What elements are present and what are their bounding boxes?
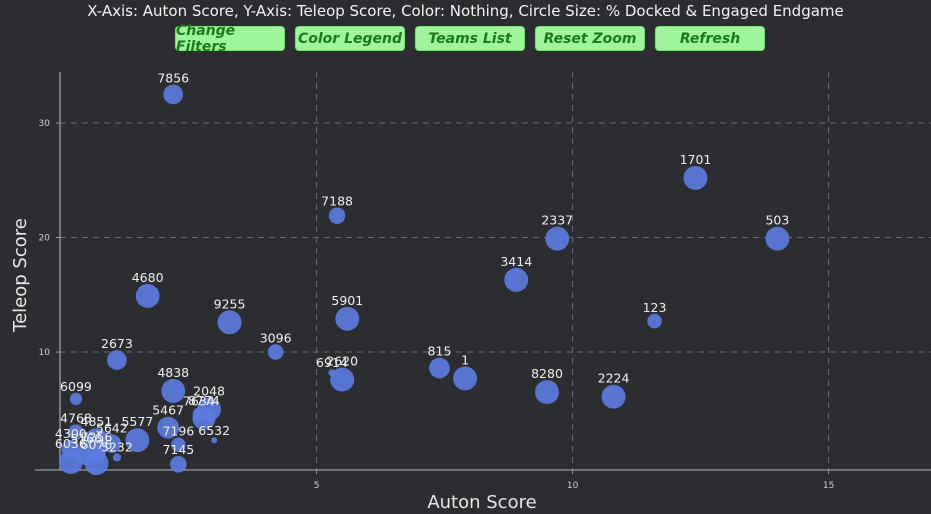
point-label-2337: 2337 xyxy=(541,213,573,228)
point-label-2224: 2224 xyxy=(598,371,630,386)
point-label-3096: 3096 xyxy=(260,330,292,345)
data-point-2224 xyxy=(601,384,626,409)
data-point-7856 xyxy=(163,84,184,105)
point-label-5232: 5232 xyxy=(101,439,133,454)
chart-header-title: X-Axis: Auton Score, Y-Axis: Teleop Scor… xyxy=(87,2,844,20)
data-point-8774 xyxy=(192,407,216,430)
point-label-2048: 2048 xyxy=(193,383,225,398)
point-label-4768: 4768 xyxy=(60,410,92,425)
data-point-5901 xyxy=(335,306,360,331)
chart-ticks: 5 10 15 10 20 30 xyxy=(39,119,835,491)
data-point-5232 xyxy=(112,453,122,462)
data-point-2673 xyxy=(107,350,127,370)
point-label-5577: 5577 xyxy=(121,414,153,429)
data-point-7196 xyxy=(171,437,186,453)
data-point-1701 xyxy=(683,165,708,190)
point-label-7256: 7256 xyxy=(81,429,113,444)
point-label-6532: 6532 xyxy=(198,423,230,438)
point-label-815: 815 xyxy=(428,344,452,359)
data-point-8280 xyxy=(535,380,559,405)
point-label-6914: 6914 xyxy=(316,355,348,370)
x-axis-title: Auton Score xyxy=(427,492,536,513)
point-label-7856: 7856 xyxy=(157,70,189,85)
color-legend-button[interactable]: Color Legend xyxy=(295,26,405,51)
point-label-1701: 1701 xyxy=(680,152,712,167)
point-label-7634: 7634 xyxy=(183,394,215,409)
data-point-6036 xyxy=(58,450,83,474)
point-label-5642: 5642 xyxy=(96,420,128,435)
point-label-4838: 4838 xyxy=(157,365,189,380)
data-point-6099 xyxy=(69,392,83,406)
chart-points xyxy=(58,84,790,476)
point-label-3414: 3414 xyxy=(500,254,532,269)
change-filters-button[interactable]: Change Filters xyxy=(175,23,285,55)
data-point-4680 xyxy=(135,283,160,308)
data-point-7145 xyxy=(170,455,187,473)
data-point-3096 xyxy=(267,344,284,360)
point-label-5467: 5467 xyxy=(152,403,184,418)
teams-list-button[interactable]: Teams List xyxy=(415,26,525,51)
point-label-8774: 8774 xyxy=(188,393,220,408)
point-label-6076: 6076 xyxy=(81,437,113,452)
point-label-7145: 7145 xyxy=(162,442,194,457)
x-tick-label: 10 xyxy=(567,481,579,491)
x-tick-label: 5 xyxy=(314,481,320,491)
data-point-2620 xyxy=(330,367,355,392)
data-point-4768 xyxy=(68,424,84,440)
data-point-503 xyxy=(765,226,790,251)
data-point-5642 xyxy=(102,434,122,454)
y-axis-title: Teleop Score xyxy=(10,218,31,333)
point-label-8280: 8280 xyxy=(531,366,563,381)
data-point-4838 xyxy=(161,379,186,403)
point-label-123: 123 xyxy=(643,300,667,315)
point-label-503: 503 xyxy=(765,213,789,228)
data-point-5577 xyxy=(125,428,150,453)
data-point-6076 xyxy=(84,451,109,476)
data-point-3414 xyxy=(504,267,529,292)
point-label-7188: 7188 xyxy=(321,193,353,208)
point-label-5166: 5166 xyxy=(70,431,102,446)
point-label-2620: 2620 xyxy=(326,354,358,369)
chart-point-labels: 7856 1701 7188 2337 503 3414 4680 9255 5901 123 30… xyxy=(55,70,789,456)
reset-zoom-button[interactable]: Reset Zoom xyxy=(535,26,645,51)
point-label-1: 1 xyxy=(461,352,469,367)
data-point-9255 xyxy=(217,310,242,335)
chart-grid xyxy=(60,72,931,470)
point-label-4680: 4680 xyxy=(132,270,164,285)
data-point-815 xyxy=(429,357,450,379)
toolbar: Change Filters Color Legend Teams List R… xyxy=(175,23,765,55)
x-tick-label: 15 xyxy=(823,481,834,491)
data-point-7188 xyxy=(328,207,346,225)
refresh-button[interactable]: Refresh xyxy=(655,26,765,51)
point-label-5901: 5901 xyxy=(331,293,363,308)
point-label-4300: 4300 xyxy=(55,426,87,441)
data-point-123 xyxy=(647,313,662,329)
data-point-6532 xyxy=(211,437,218,444)
point-label-7196: 7196 xyxy=(162,424,194,439)
data-point-1 xyxy=(453,366,478,391)
point-label-9255: 9255 xyxy=(214,296,246,311)
point-label-2673: 2673 xyxy=(101,336,133,351)
y-tick-label: 10 xyxy=(39,348,51,358)
data-point-5467 xyxy=(157,416,180,439)
y-tick-label: 20 xyxy=(39,234,51,244)
point-label-6036: 6036 xyxy=(55,436,87,451)
y-tick-label: 30 xyxy=(39,119,51,129)
data-point-2337 xyxy=(545,226,570,251)
point-label-4851: 4851 xyxy=(81,414,113,429)
point-label-6099: 6099 xyxy=(60,379,92,394)
